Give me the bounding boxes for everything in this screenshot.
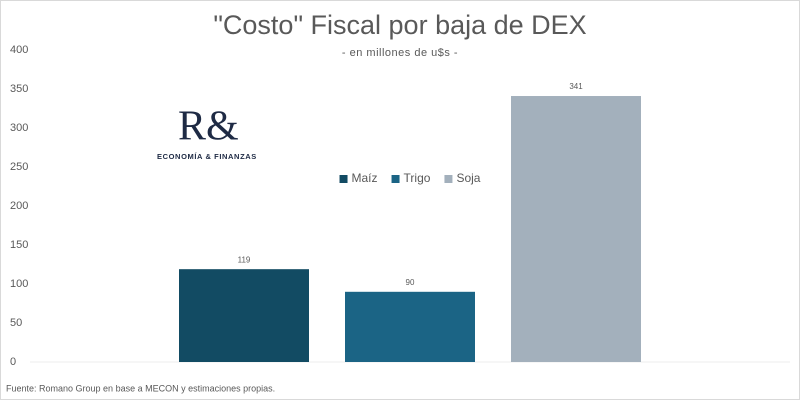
bar: [511, 96, 641, 363]
legend-swatch: [391, 175, 400, 183]
legend-label: Trigo: [404, 171, 431, 185]
y-tick-label: 300: [10, 122, 28, 134]
y-tick-label: 150: [10, 239, 28, 251]
chart-subtitle: - en millones de u$s -: [342, 47, 458, 59]
y-tick-label: 200: [10, 200, 28, 212]
data-label: 341: [569, 82, 583, 91]
chart-title: "Costo" Fiscal por baja de DEX: [213, 10, 586, 40]
y-tick-label: 350: [10, 83, 28, 95]
y-tick-label: 250: [10, 161, 28, 173]
legend-label: Soja: [456, 171, 480, 185]
y-tick-label: 400: [10, 44, 28, 56]
bar: [345, 291, 475, 362]
source-note: Fuente: Romano Group en base a MECON y e…: [6, 383, 275, 393]
y-tick-label: 0: [10, 356, 16, 368]
legend-label: Maíz: [352, 171, 378, 185]
legend-swatch: [339, 175, 348, 183]
bar: [179, 269, 309, 362]
data-label: 90: [406, 278, 415, 287]
legend-swatch: [444, 175, 453, 183]
y-tick-label: 100: [10, 278, 28, 290]
data-label: 119: [238, 255, 251, 264]
logo-text: ECONOMÍA & FINANZAS: [157, 152, 257, 161]
y-tick-label: 50: [10, 317, 22, 329]
logo-mark: R&: [178, 104, 239, 150]
